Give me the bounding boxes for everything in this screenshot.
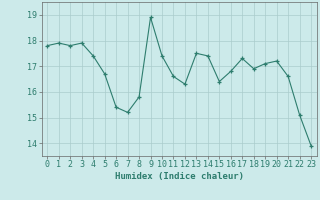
X-axis label: Humidex (Indice chaleur): Humidex (Indice chaleur): [115, 172, 244, 181]
